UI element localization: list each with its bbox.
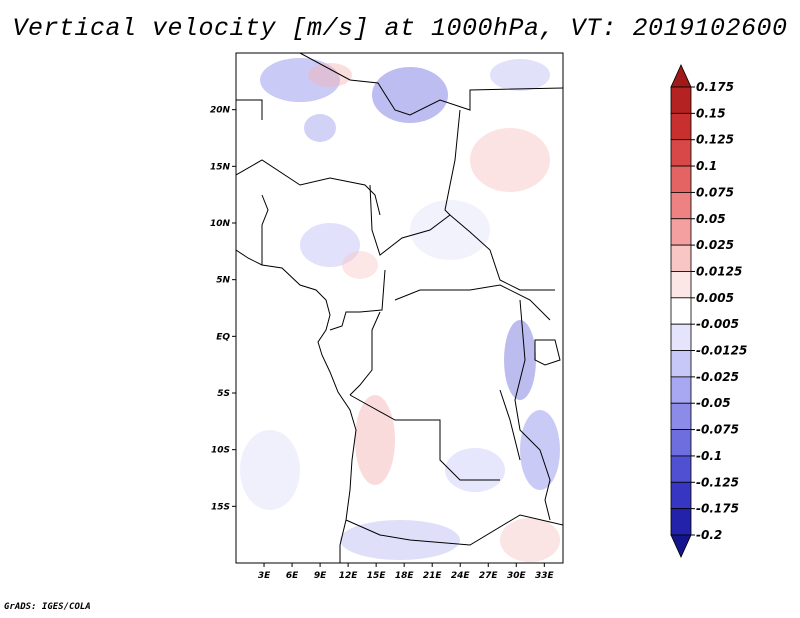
lon-tick-label: 9E [314,571,327,581]
colorbar-segment [670,139,692,167]
colorbar-segment [670,297,692,325]
colorbar-label: -0.125 [696,475,739,489]
colorbar-segment [670,244,692,272]
lat-tick-label: 15N [210,162,231,172]
latitude-axis: 20N 15N 10N 5N EQ 5S 10S 15S [210,106,236,512]
colorbar-label: -0.1 [696,449,722,463]
lon-tick-label: 3E [258,571,271,581]
colorbar-segment [670,112,692,141]
colorbar-segment [670,192,692,220]
colorbar-segment [670,455,692,483]
lat-tick-label: 15S [211,502,230,512]
lat-tick-label: 20N [210,106,231,116]
colorbar-segment [670,402,692,430]
colorbar-label: 0.0125 [696,264,742,278]
colorbar-label: -0.175 [696,502,739,516]
map-frame [235,52,564,564]
lon-tick-label: 6E [286,571,299,581]
colorbar-segment [670,323,692,351]
colorbar-segment [670,508,692,536]
colorbar-segment [670,376,692,404]
lon-tick-label: 15E [367,571,387,581]
country-borders [236,53,563,563]
colorbar-label: -0.005 [696,317,739,331]
colorbar-label: 0.05 [696,212,726,226]
colorbar-label: 0.025 [696,238,734,252]
velocity-field [240,58,560,562]
lon-tick-label: 24E [451,571,471,581]
lon-tick-label: 12E [339,571,359,581]
colorbar-label: 0.1 [696,159,717,173]
colorbar-label: 0.175 [696,80,734,94]
chart-title: Vertical velocity [m/s] at 1000hPa, VT: … [12,14,788,43]
lon-tick-label: 30E [507,571,527,581]
lon-tick-label: 33E [535,571,555,581]
colorbar-label: -0.05 [696,396,731,410]
lon-tick-label: 21E [423,571,443,581]
colorbar-label: 0.125 [696,133,734,147]
colorbar-segment [670,64,692,88]
colorbar-segment [670,350,692,378]
colorbar-segment [670,86,692,114]
lon-tick-label: 27E [479,571,499,581]
lat-tick-label: 5S [217,389,230,399]
colorbar-segment [670,534,692,558]
colorbar-segment [670,218,692,246]
colorbar-label: -0.025 [696,370,739,384]
colorbar-label: -0.075 [696,423,739,437]
colorbar-segment [670,481,692,510]
colorbar: 0.175 0.15 0.125 0.1 0.075 0.05 0.025 0.0125 0.0… [670,64,747,558]
colorbar-label: 0.075 [696,185,734,199]
lat-tick-label: EQ [216,332,230,342]
lat-tick-label: 10N [210,219,231,229]
colorbar-segment [670,271,692,299]
longitude-axis: 3E 6E 9E 12E 15E 18E 21E 24E 27E 30E 33E [258,563,555,581]
colorbar-label: 0.005 [696,291,734,305]
colorbar-label: 0.15 [696,106,726,120]
colorbar-segment [670,429,692,457]
colorbar-label: -0.2 [696,528,722,542]
colorbar-label: -0.0125 [696,344,747,358]
grads-credit: GrADS: IGES/COLA [4,602,91,612]
lon-tick-label: 18E [395,571,415,581]
lat-tick-label: 5N [216,276,230,286]
colorbar-segment [670,165,692,193]
lat-tick-label: 10S [211,446,230,456]
